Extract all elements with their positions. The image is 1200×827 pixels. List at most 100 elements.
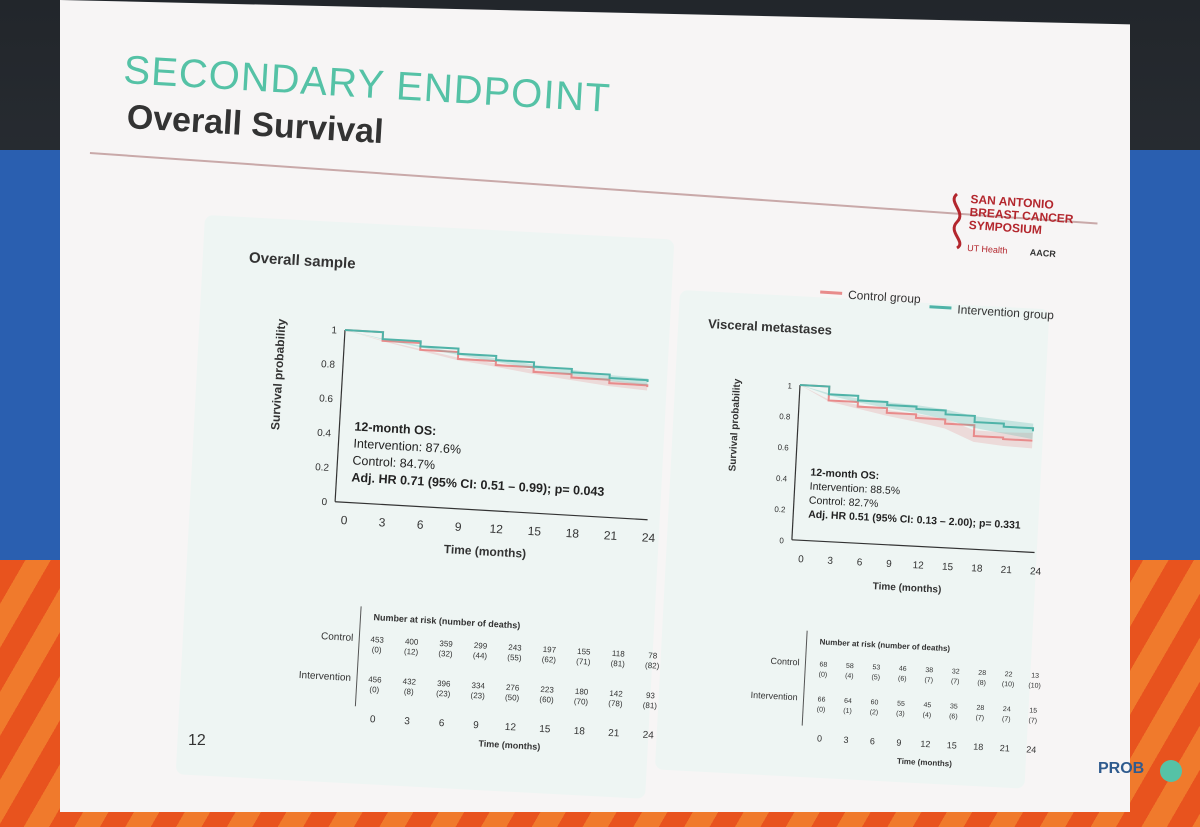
legend-swatch-control xyxy=(820,290,843,295)
x-tick-label: 6 xyxy=(856,557,863,568)
risk-x-tick-label: 12 xyxy=(920,739,931,750)
risk-deaths: (44) xyxy=(473,651,488,661)
risk-count: 118 xyxy=(612,649,626,659)
risk-deaths: (12) xyxy=(404,647,419,657)
risk-count: 243 xyxy=(508,643,522,653)
x-axis-line xyxy=(791,539,1035,554)
risk-x-tick-label: 3 xyxy=(404,716,411,727)
risk-count: 22 xyxy=(1005,671,1013,678)
risk-row-label: Intervention xyxy=(750,690,797,702)
risk-count: 223 xyxy=(540,685,554,695)
y-tick-label: 1 xyxy=(787,381,792,390)
chart-title: Overall sample xyxy=(249,249,357,272)
annotation-hazard-ratio: Adj. HR 0.51 (95% CI: 0.13 – 2.00); p= 0… xyxy=(808,509,1021,532)
risk-count: 53 xyxy=(872,664,880,671)
risk-count: 13 xyxy=(1031,673,1039,680)
risk-deaths: (55) xyxy=(507,653,522,663)
risk-count: 180 xyxy=(575,687,589,697)
risk-deaths: (60) xyxy=(539,695,554,705)
risk-x-tick-label: 3 xyxy=(843,735,849,745)
x-tick-label: 9 xyxy=(454,520,462,534)
risk-deaths: (1) xyxy=(843,708,852,715)
risk-deaths: (23) xyxy=(436,689,451,699)
risk-deaths: (71) xyxy=(576,657,591,667)
risk-count: 35 xyxy=(950,703,958,710)
risk-deaths: (23) xyxy=(470,691,485,701)
risk-x-tick-label: 18 xyxy=(573,726,585,738)
risk-deaths: (62) xyxy=(541,655,556,665)
x-tick-label: 3 xyxy=(827,556,834,567)
annotation-control: Control: 82.7% xyxy=(809,495,879,511)
y-tick-label: 0.2 xyxy=(315,462,330,474)
risk-x-tick-label: 15 xyxy=(539,724,551,736)
risk-count: 197 xyxy=(543,645,557,655)
risk-deaths: (70) xyxy=(574,697,589,707)
risk-count: 58 xyxy=(846,663,854,670)
risk-x-tick-label: 24 xyxy=(642,730,654,742)
x-tick-label: 9 xyxy=(886,559,893,570)
risk-count: 155 xyxy=(577,647,591,657)
risk-x-tick-label: 0 xyxy=(817,733,823,743)
x-tick-label: 15 xyxy=(942,562,954,574)
risk-deaths: (8) xyxy=(977,680,986,687)
y-tick-label: 0.2 xyxy=(774,505,786,515)
risk-x-tick-label: 18 xyxy=(973,742,984,753)
risk-deaths: (0) xyxy=(818,671,827,678)
risk-count: 142 xyxy=(609,689,623,699)
risk-count: 276 xyxy=(506,683,520,693)
ci-band-intervention xyxy=(800,385,1034,440)
x-tick-label: 3 xyxy=(378,515,386,529)
risk-count: 66 xyxy=(817,696,825,703)
risk-x-axis-label: Time (months) xyxy=(897,757,953,769)
risk-deaths: (8) xyxy=(404,687,415,697)
x-axis-line xyxy=(335,501,648,521)
risk-x-axis-label: Time (months) xyxy=(478,738,540,752)
risk-deaths: (78) xyxy=(608,699,623,709)
x-tick-label: 24 xyxy=(1030,566,1042,578)
risk-table-axis xyxy=(354,606,362,707)
page-number: 12 xyxy=(188,732,206,749)
risk-count: 38 xyxy=(925,667,933,674)
risk-x-tick-label: 12 xyxy=(505,722,517,734)
footer-logo: PROB xyxy=(1098,760,1145,777)
risk-deaths: (5) xyxy=(871,674,880,681)
x-tick-label: 6 xyxy=(416,517,424,531)
risk-count: 78 xyxy=(648,651,658,661)
legend: Control group Intervention group xyxy=(820,288,1055,322)
series-line-control xyxy=(799,384,1033,442)
risk-deaths: (4) xyxy=(845,673,854,680)
y-tick-label: 0.4 xyxy=(776,474,788,484)
risk-deaths: (7) xyxy=(975,715,984,722)
y-axis-label: Survival probability xyxy=(268,318,288,430)
risk-table: Number at risk (number of deaths) Control… xyxy=(750,630,1041,769)
legend-swatch-intervention xyxy=(929,305,952,310)
risk-table-title: Number at risk (number of deaths) xyxy=(819,637,950,653)
risk-count: 55 xyxy=(897,701,905,708)
risk-deaths: (3) xyxy=(896,710,905,717)
risk-count: 396 xyxy=(437,679,451,689)
annotation-intervention: Intervention: 87.6% xyxy=(353,436,461,456)
risk-deaths: (6) xyxy=(949,713,958,720)
risk-x-tick-label: 9 xyxy=(896,738,902,748)
risk-x-tick-label: 15 xyxy=(947,740,958,751)
risk-deaths: (50) xyxy=(505,693,520,703)
annotation-heading: 12-month OS: xyxy=(810,467,879,483)
y-tick-label: 0 xyxy=(321,497,328,508)
series-line-control xyxy=(344,329,649,388)
risk-deaths: (0) xyxy=(817,706,826,713)
chart-title: Visceral metastases xyxy=(708,316,833,337)
risk-count: 334 xyxy=(471,681,485,691)
risk-table-axis xyxy=(801,630,808,726)
risk-deaths: (82) xyxy=(645,661,660,671)
risk-deaths: (7) xyxy=(924,677,933,684)
annotation-heading: 12-month OS: xyxy=(354,419,437,438)
risk-x-tick-label: 9 xyxy=(473,720,480,731)
risk-count: 32 xyxy=(952,668,960,675)
risk-count: 432 xyxy=(402,677,416,687)
risk-deaths: (7) xyxy=(1028,717,1037,724)
risk-count: 15 xyxy=(1029,707,1037,714)
risk-x-tick-label: 6 xyxy=(870,736,876,746)
risk-count: 359 xyxy=(439,639,453,649)
risk-x-tick-label: 6 xyxy=(438,718,445,729)
